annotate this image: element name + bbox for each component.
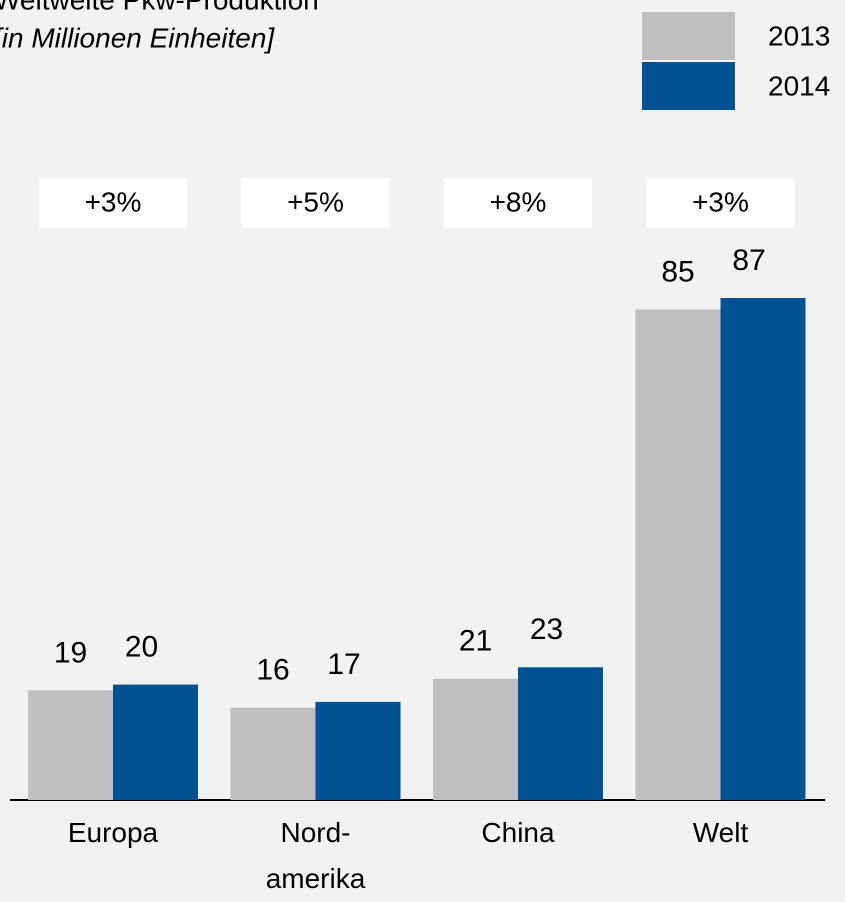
- value-label: 21: [459, 625, 492, 658]
- x-tick-label: Nord- amerika: [265, 817, 366, 894]
- bar: [28, 690, 113, 800]
- x-tick-label: China: [481, 817, 555, 848]
- bar: [433, 678, 518, 800]
- value-label: 19: [54, 636, 87, 669]
- annotation-box: [646, 178, 795, 228]
- annotation-box: [39, 178, 187, 228]
- x-tick-label: Europa: [67, 817, 159, 848]
- legend-label: 2013: [768, 20, 830, 51]
- bar: [635, 309, 721, 800]
- bar: [315, 701, 401, 800]
- annotation: +8%: [490, 186, 547, 217]
- legend-swatch: [642, 62, 735, 110]
- x-tick-label: Welt: [692, 817, 749, 848]
- value-label: 17: [327, 648, 360, 681]
- value-label: 23: [530, 613, 563, 646]
- annotation-box: [241, 178, 390, 228]
- annotation: +3%: [692, 186, 749, 217]
- bar: [518, 667, 603, 800]
- bar: [720, 298, 806, 800]
- value-label: 87: [732, 244, 765, 277]
- value-label: 85: [661, 255, 694, 288]
- bar: [230, 707, 316, 800]
- annotation: +3%: [85, 186, 142, 217]
- chart-title: Weltweite Pkw-Produktion: [0, 0, 319, 15]
- chart-subtitle: [in Millionen Einheiten]: [0, 22, 275, 53]
- legend-swatch: [642, 12, 735, 60]
- annotation: +5%: [287, 186, 344, 217]
- bar: [113, 684, 198, 800]
- value-label: 16: [256, 654, 289, 687]
- value-label: 20: [125, 631, 158, 664]
- legend-label: 2014: [768, 70, 830, 101]
- annotation-box: [444, 178, 592, 228]
